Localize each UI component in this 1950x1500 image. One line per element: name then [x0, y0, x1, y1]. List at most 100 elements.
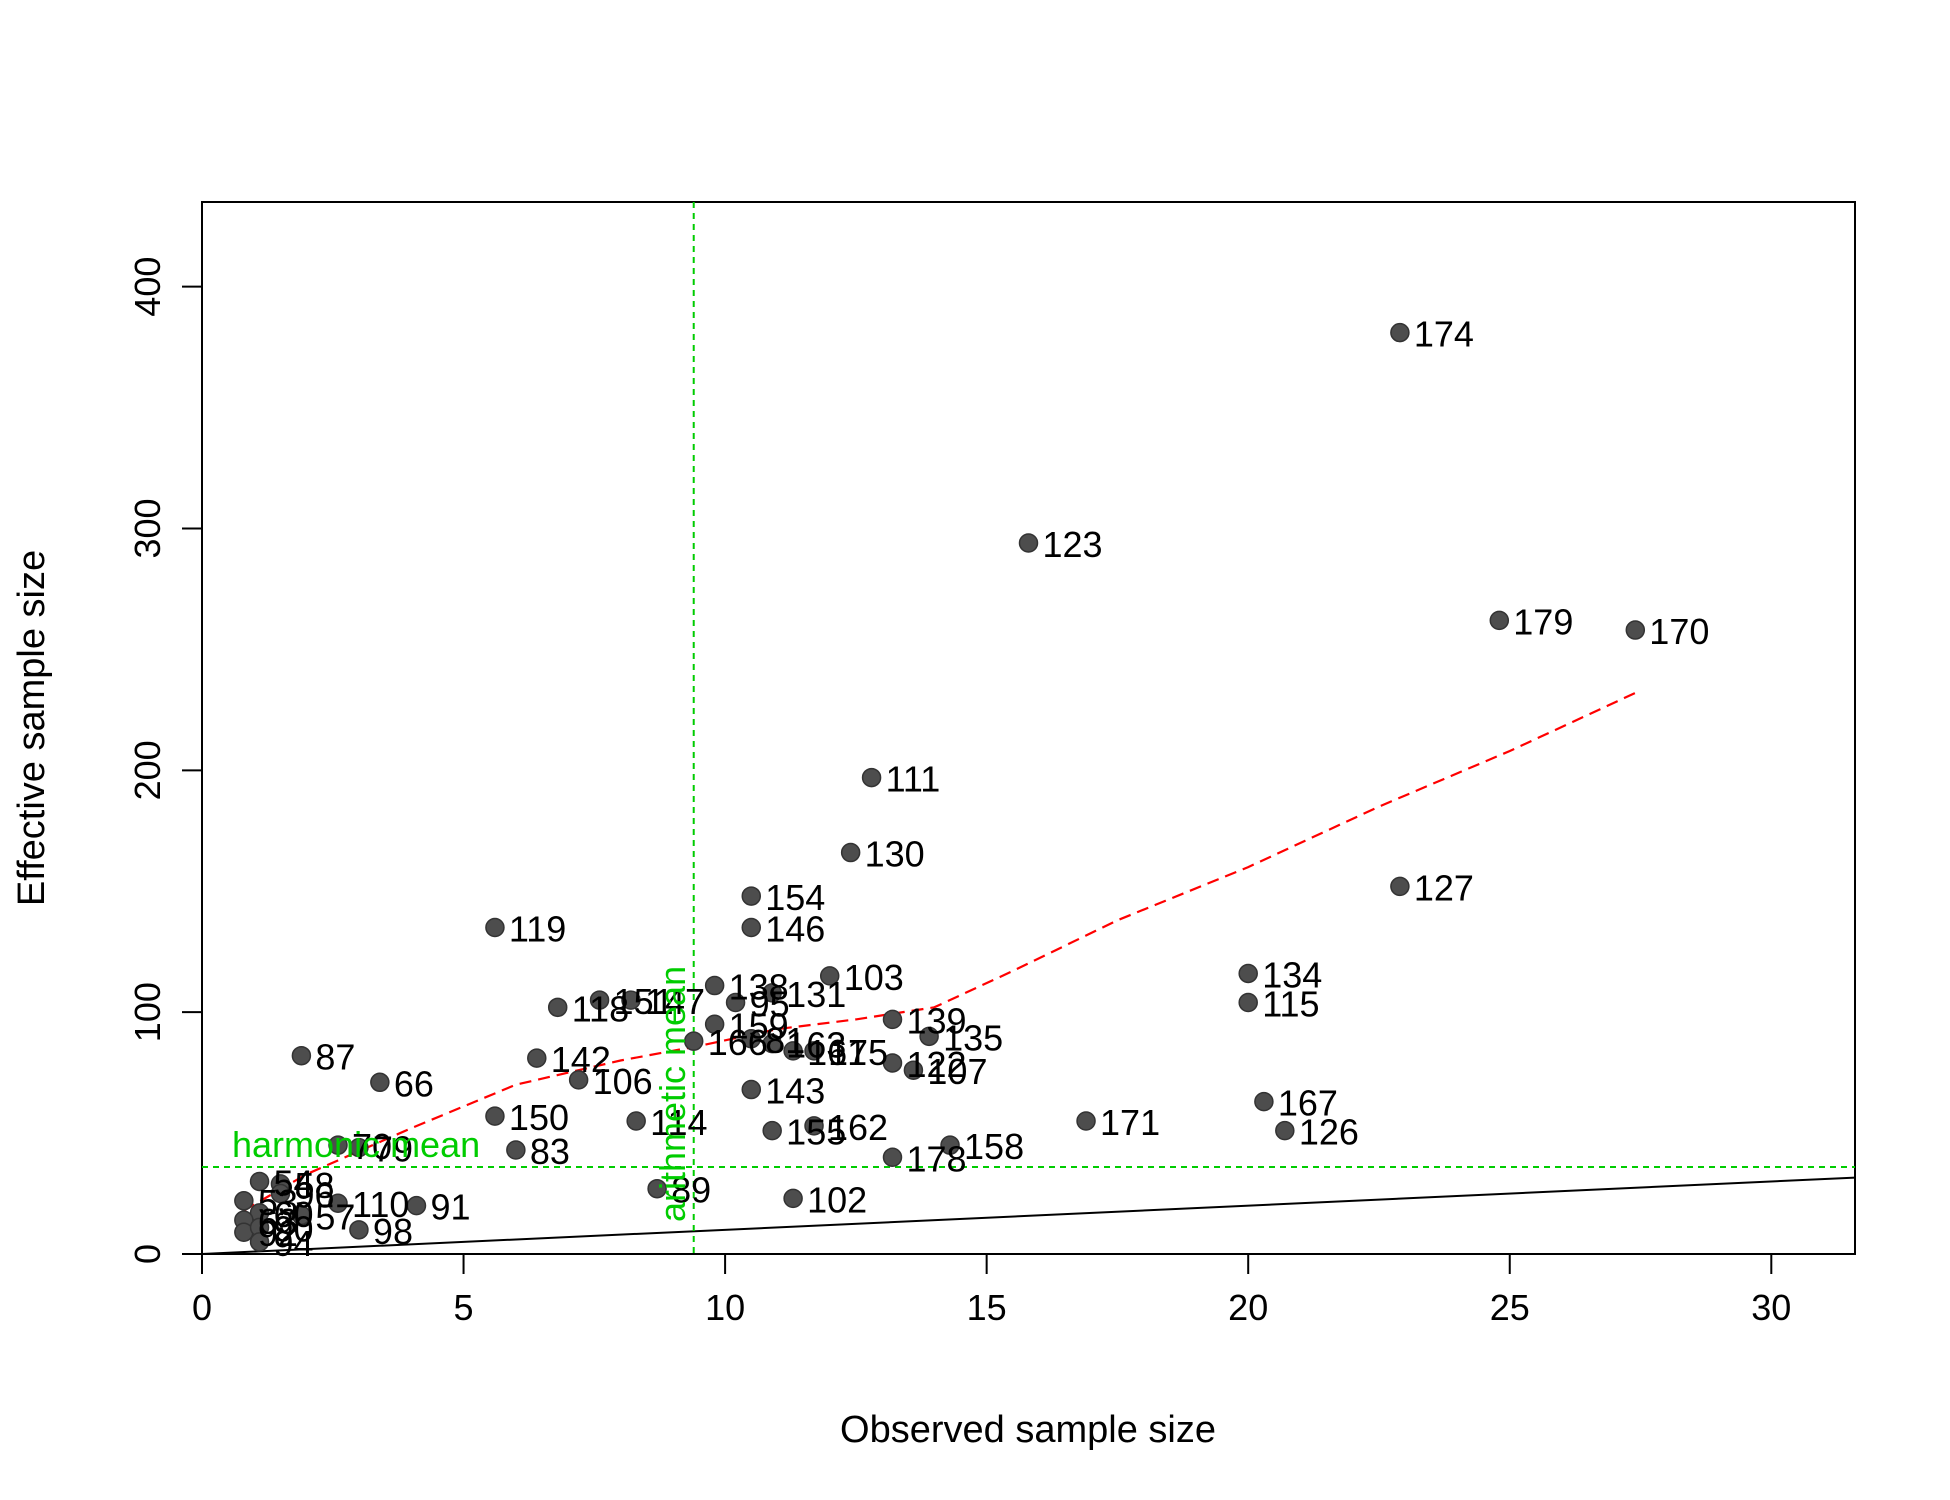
- point-label: 90: [274, 1208, 314, 1249]
- data-point: [1254, 1091, 1274, 1112]
- y-axis-title: Effective sample size: [11, 550, 53, 906]
- point-label: 135: [943, 1017, 1003, 1058]
- data-point: [725, 992, 746, 1013]
- point-label: 130: [865, 834, 925, 875]
- data-point: [762, 1120, 782, 1141]
- data-point: [527, 1048, 547, 1068]
- x-tick-label: 25: [1490, 1287, 1530, 1328]
- data-point: [626, 1111, 646, 1131]
- point-label: 179: [1513, 601, 1573, 642]
- point-label: 119: [509, 909, 566, 950]
- data-point: [882, 1147, 903, 1168]
- data-point: [704, 1014, 725, 1035]
- data-point: [328, 1135, 348, 1155]
- mean-labels: harmonic mean arithmetic mean: [232, 966, 693, 1222]
- point-label: 91: [430, 1187, 470, 1228]
- data-point: [741, 1079, 762, 1100]
- reference-lines: [201, 202, 1856, 1255]
- point-label: 147: [645, 981, 705, 1022]
- y-tick-label: 300: [127, 498, 168, 558]
- point-label: 60: [274, 1194, 314, 1235]
- data-point: [328, 1193, 348, 1213]
- point-label: 107: [927, 1051, 987, 1092]
- data-point: [406, 1195, 427, 1216]
- point-label: 110: [352, 1184, 409, 1225]
- data-point: [819, 966, 840, 986]
- point-label: 126: [1299, 1112, 1359, 1153]
- point-label: 111: [886, 759, 941, 800]
- data-point: [234, 1191, 254, 1211]
- point-label: 171: [1100, 1102, 1160, 1143]
- point-label: 138: [729, 967, 789, 1008]
- point-label: 115: [1262, 983, 1319, 1024]
- point-label: 127: [1414, 867, 1474, 908]
- data-point: [349, 1137, 369, 1158]
- data-point: [741, 886, 762, 906]
- data-point: [882, 1009, 903, 1030]
- point-label: 170: [1649, 611, 1709, 652]
- data-point: [270, 1183, 291, 1204]
- point-label: 166: [708, 1022, 768, 1063]
- data-point: [647, 1178, 667, 1199]
- harmonic-mean-label: harmonic mean: [232, 1124, 480, 1165]
- point-label: 95: [750, 983, 790, 1024]
- point-label: 159: [729, 1005, 789, 1046]
- x-tick-label: 20: [1228, 1287, 1268, 1328]
- point-label: 161: [807, 1032, 867, 1073]
- data-point: [547, 997, 568, 1018]
- point-label: 175: [828, 1032, 888, 1073]
- data-point: [1238, 963, 1258, 984]
- point-label: 81: [765, 1020, 805, 1061]
- point-label: 174: [1414, 314, 1474, 355]
- point-label: 94: [274, 1223, 314, 1264]
- point-label: 155: [786, 1112, 846, 1153]
- data-point: [1275, 1120, 1295, 1141]
- point-label: 102: [807, 1179, 867, 1220]
- data-point: [840, 842, 861, 863]
- point-label: 114: [650, 1102, 707, 1143]
- point-label: 63: [258, 1201, 298, 1242]
- data-point: [1018, 533, 1039, 553]
- y-tick-label: 200: [127, 740, 168, 800]
- data-point: [1390, 876, 1410, 897]
- data-point: [291, 1205, 312, 1226]
- data-point: [861, 767, 882, 788]
- point-label: 106: [593, 1061, 653, 1102]
- data-point: [291, 1045, 312, 1066]
- point-label: 163: [786, 1025, 846, 1066]
- point-label: 96: [294, 1175, 334, 1216]
- point-label: 98: [373, 1211, 413, 1252]
- data-point: [903, 1060, 924, 1080]
- point-label: 89: [671, 1170, 711, 1211]
- data-point: [741, 1029, 762, 1049]
- point-label: 122: [906, 1044, 966, 1085]
- point-label: 58: [294, 1165, 334, 1206]
- data-point: [683, 1031, 704, 1051]
- point-label: 103: [844, 957, 904, 998]
- data-point: [249, 1171, 270, 1192]
- data-point: [919, 1026, 939, 1047]
- data-point: [1238, 992, 1258, 1013]
- data-point: [485, 1106, 505, 1126]
- x-tick-label: 10: [705, 1287, 745, 1328]
- point-label: 66: [394, 1063, 434, 1104]
- y-axis: 0 100 200 300 400: [127, 257, 203, 1264]
- data-point: [506, 1140, 526, 1160]
- point-label: 139: [906, 1000, 966, 1041]
- data-point: [1076, 1111, 1096, 1131]
- x-tick-label: 30: [1751, 1287, 1791, 1328]
- point-label: 54: [274, 1162, 314, 1203]
- point-label: 70: [352, 1126, 392, 1167]
- point-label: 151: [614, 981, 674, 1022]
- point-label: 178: [906, 1138, 966, 1179]
- smooth-trend-line: [243, 689, 1641, 1212]
- point-label: 146: [765, 909, 825, 950]
- data-points: [234, 322, 1646, 1252]
- y-tick-label: 0: [127, 1244, 168, 1264]
- point-label: 57: [315, 1196, 355, 1237]
- data-point: [249, 1232, 270, 1252]
- data-point: [804, 1041, 824, 1061]
- x-tick-label: 5: [454, 1287, 474, 1328]
- data-point: [762, 983, 782, 1003]
